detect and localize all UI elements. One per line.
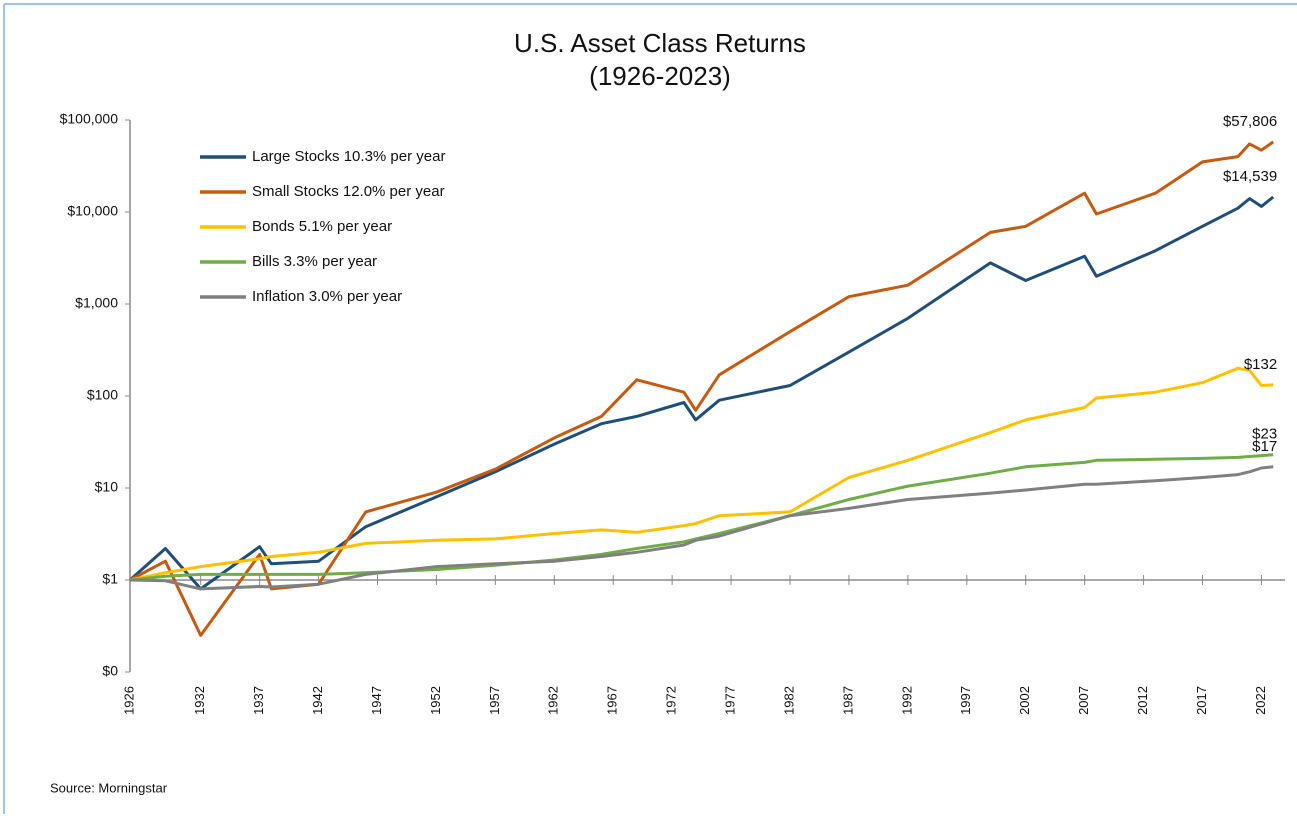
end-label: $23 — [1252, 426, 1277, 443]
y-tick-label: $100,000 — [60, 111, 119, 127]
y-tick-label: $10 — [95, 479, 119, 495]
x-tick-label: 1977 — [723, 686, 738, 715]
x-tick-label: 1972 — [664, 686, 679, 715]
x-tick-label: 1997 — [958, 686, 973, 715]
x-tick-label: 2002 — [1017, 686, 1032, 715]
x-tick-label: 1932 — [192, 686, 207, 715]
end-label: $57,806 — [1223, 113, 1277, 130]
y-tick-label: $1,000 — [75, 295, 118, 311]
y-tick-label: $100 — [87, 387, 118, 403]
x-tick-label: 2007 — [1076, 686, 1091, 715]
legend-label: Small Stocks 12.0% per year — [252, 183, 445, 200]
chart-subtitle: (1926-2023) — [589, 61, 731, 91]
series-line — [129, 195, 1275, 591]
x-tick-label: 1947 — [369, 686, 384, 715]
source-note: Source: Morningstar — [50, 780, 168, 795]
y-tick-label: $1 — [102, 571, 118, 587]
chart-title: U.S. Asset Class Returns — [514, 28, 806, 58]
legend-label: Inflation 3.0% per year — [252, 288, 402, 305]
x-tick-label: 2012 — [1135, 686, 1150, 715]
legend-label: Large Stocks 10.3% per year — [252, 148, 445, 165]
y-tick-label: $0 — [102, 663, 118, 679]
series-line — [129, 366, 1274, 582]
legend-label: Bonds 5.1% per year — [252, 218, 392, 235]
x-tick-label: 2017 — [1194, 686, 1209, 715]
series-line — [129, 453, 1274, 582]
series-line — [129, 465, 1274, 591]
legend-label: Bills 3.3% per year — [252, 253, 377, 270]
y-tick-label: $10,000 — [67, 203, 118, 219]
end-label: $17 — [1252, 438, 1277, 455]
x-tick-label: 1957 — [487, 686, 502, 715]
x-tick-label: 1962 — [546, 686, 561, 715]
x-tick-label: 1967 — [605, 686, 620, 715]
x-tick-label: 2022 — [1253, 686, 1268, 715]
x-tick-label: 1926 — [121, 686, 136, 715]
end-label: $132 — [1244, 356, 1277, 373]
end-label: $14,539 — [1223, 168, 1277, 185]
x-tick-label: 1937 — [251, 686, 266, 715]
x-tick-label: 1992 — [899, 686, 914, 715]
x-tick-label: 1987 — [840, 686, 855, 715]
x-tick-label: 1952 — [428, 686, 443, 715]
x-tick-label: 1942 — [310, 686, 325, 715]
x-tick-label: 1982 — [781, 686, 796, 715]
